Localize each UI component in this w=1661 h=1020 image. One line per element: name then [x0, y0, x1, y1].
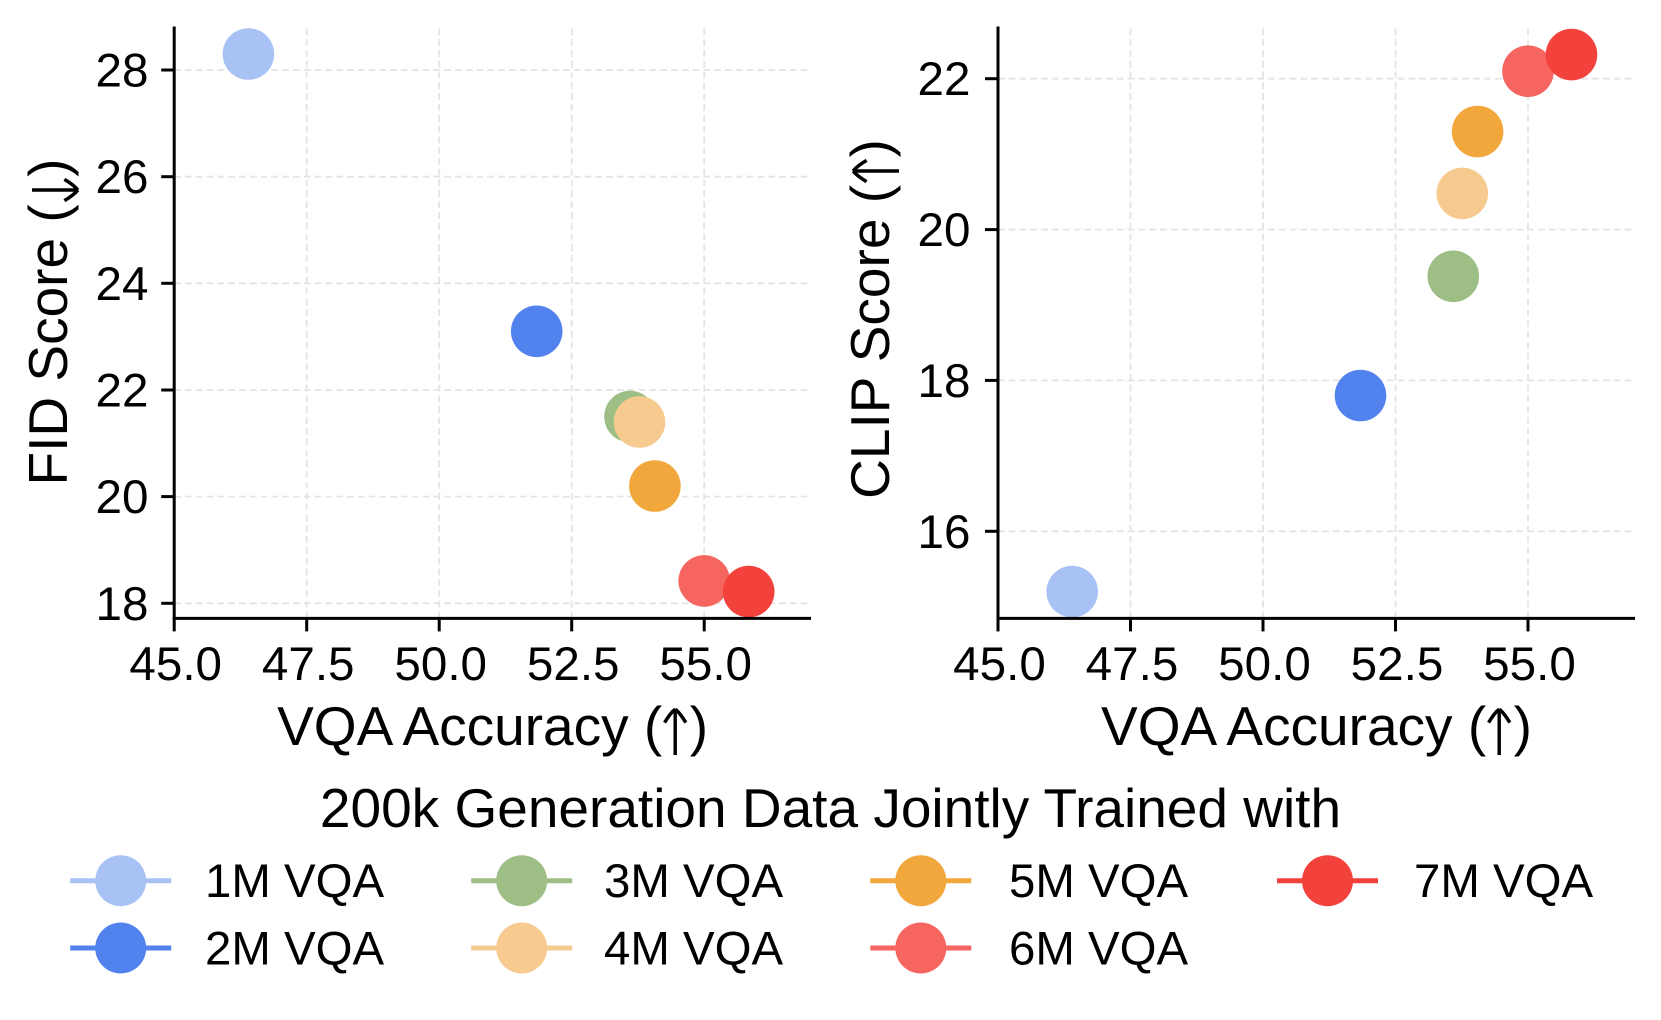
svg-text:CLIP Score (↑): CLIP Score (↑) [839, 139, 901, 499]
svg-text:16: 16 [918, 506, 971, 559]
svg-text:55.0: 55.0 [659, 638, 752, 691]
svg-text:2M VQA: 2M VQA [205, 922, 384, 975]
svg-text:50.0: 50.0 [1218, 638, 1311, 691]
svg-text:22: 22 [96, 365, 149, 418]
svg-text:52.5: 52.5 [527, 638, 620, 691]
svg-text:3M VQA: 3M VQA [604, 855, 783, 908]
svg-text:1M VQA: 1M VQA [205, 855, 384, 908]
svg-text:47.5: 47.5 [262, 638, 355, 691]
svg-text:45.0: 45.0 [129, 638, 222, 691]
svg-text:5M VQA: 5M VQA [1009, 855, 1188, 908]
svg-text:45.0: 45.0 [953, 638, 1046, 691]
svg-text:24: 24 [96, 258, 149, 311]
svg-text:26: 26 [96, 151, 149, 204]
svg-text:VQA Accuracy (↑): VQA Accuracy (↑) [1101, 695, 1532, 757]
svg-text:22: 22 [918, 53, 971, 106]
svg-text:50.0: 50.0 [394, 638, 487, 691]
svg-text:200k Generation Data Jointly T: 200k Generation Data Jointly Trained wit… [320, 777, 1341, 839]
svg-text:7M VQA: 7M VQA [1414, 855, 1593, 908]
svg-text:28: 28 [96, 45, 149, 98]
svg-text:55.0: 55.0 [1483, 638, 1576, 691]
svg-text:18: 18 [96, 578, 149, 631]
svg-text:47.5: 47.5 [1086, 638, 1179, 691]
svg-text:20: 20 [96, 471, 149, 524]
svg-text:6M VQA: 6M VQA [1009, 922, 1188, 975]
svg-text:FID Score (↓): FID Score (↓) [17, 159, 79, 486]
svg-text:20: 20 [918, 204, 971, 257]
svg-text:4M VQA: 4M VQA [604, 922, 783, 975]
svg-text:VQA Accuracy (↑): VQA Accuracy (↑) [277, 695, 708, 757]
svg-text:52.5: 52.5 [1351, 638, 1444, 691]
svg-text:18: 18 [918, 355, 971, 408]
